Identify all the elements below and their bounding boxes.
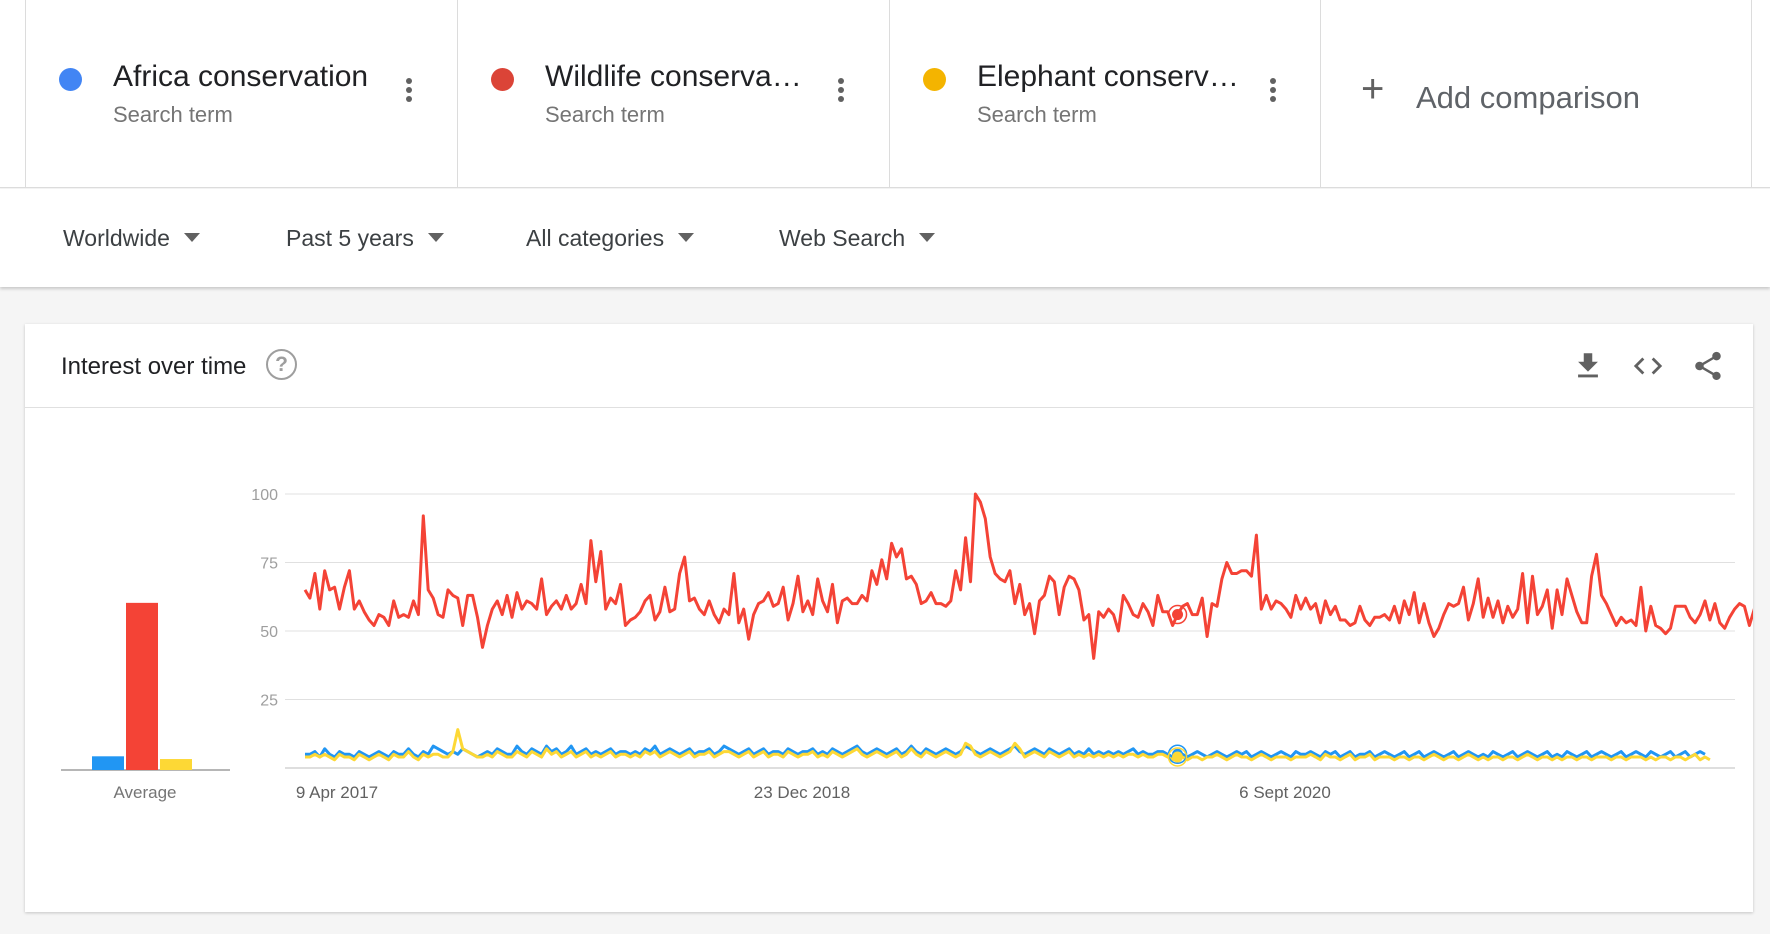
comparison-term-2[interactable]: Wildlife conservati… Search term bbox=[457, 0, 889, 188]
series-color-dot bbox=[491, 68, 514, 91]
dropdown-arrow-icon bbox=[183, 233, 200, 243]
series-color-dot bbox=[923, 68, 946, 91]
series-line bbox=[305, 744, 1706, 759]
embed-code-icon[interactable] bbox=[1631, 349, 1665, 383]
term-type: Search term bbox=[113, 102, 233, 127]
more-vert-icon[interactable] bbox=[833, 78, 849, 108]
region-dropdown[interactable]: Worldwide bbox=[63, 225, 200, 252]
y-tick-label: 100 bbox=[251, 487, 278, 504]
term-label: Wildlife conservati… bbox=[545, 60, 810, 93]
category-dropdown[interactable]: All categories bbox=[526, 225, 695, 252]
average-label: Average bbox=[113, 783, 176, 802]
dropdown-arrow-icon bbox=[427, 233, 444, 243]
x-tick-label: 9 Apr 2017 bbox=[296, 783, 378, 802]
more-vert-icon[interactable] bbox=[1265, 78, 1281, 108]
time-range-dropdown[interactable]: Past 5 years bbox=[286, 225, 444, 252]
term-type: Search term bbox=[545, 102, 665, 127]
region-label: Worldwide bbox=[63, 225, 170, 251]
filter-bar: Worldwide Past 5 years All categories We… bbox=[0, 189, 1770, 287]
x-tick-label: 6 Sept 2020 bbox=[1239, 783, 1331, 802]
add-comparison-button[interactable]: + Add comparison bbox=[1320, 0, 1752, 188]
dropdown-arrow-icon bbox=[678, 233, 695, 243]
plus-icon: + bbox=[1361, 67, 1385, 111]
chart-area: 100 75 50 25 9 Apr 2017 23 Dec 2018 6 Sept 202… bbox=[25, 409, 1770, 912]
x-tick-label: 23 Dec 2018 bbox=[754, 783, 850, 802]
help-circle-icon[interactable]: ? bbox=[266, 349, 297, 380]
search-type-dropdown[interactable]: Web Search bbox=[779, 225, 936, 252]
average-bar bbox=[126, 602, 158, 770]
card-title: Interest over time bbox=[61, 353, 247, 380]
comparison-bar: Africa conservation Search term Wildlife… bbox=[0, 0, 1770, 188]
y-tick-label: 25 bbox=[260, 693, 278, 710]
series-color-dot bbox=[59, 68, 82, 91]
time-range-label: Past 5 years bbox=[286, 225, 414, 251]
download-icon[interactable] bbox=[1571, 349, 1605, 383]
hover-marker-ring bbox=[1167, 604, 1188, 625]
term-type: Search term bbox=[977, 102, 1097, 127]
interest-over-time-card: Interest over time ? 100 75 50 25 9 Apr 2017… bbox=[25, 324, 1770, 912]
add-comparison-label: Add comparison bbox=[1416, 80, 1641, 115]
series-line bbox=[305, 728, 1711, 762]
share-icon[interactable] bbox=[1691, 349, 1725, 383]
hover-marker bbox=[1172, 609, 1184, 621]
y-tick-label: 75 bbox=[260, 556, 278, 573]
interest-chart[interactable]: 100 75 50 25 9 Apr 2017 23 Dec 2018 6 Sept 202… bbox=[25, 409, 1770, 912]
comparison-term-3[interactable]: Elephant conserva… Search term bbox=[889, 0, 1320, 188]
comparison-term-1[interactable]: Africa conservation Search term bbox=[25, 0, 457, 188]
term-label: Africa conservation bbox=[113, 60, 369, 93]
series-line bbox=[303, 492, 1770, 660]
average-bar bbox=[92, 756, 124, 770]
category-label: All categories bbox=[526, 225, 665, 251]
average-bar bbox=[160, 759, 192, 770]
term-label: Elephant conserva… bbox=[977, 60, 1242, 93]
more-vert-icon[interactable] bbox=[401, 78, 417, 108]
search-type-label: Web Search bbox=[779, 225, 906, 251]
dropdown-arrow-icon bbox=[919, 233, 936, 243]
y-tick-label: 50 bbox=[260, 624, 278, 641]
hover-marker-ring bbox=[1167, 747, 1188, 767]
card-header: Interest over time ? bbox=[25, 324, 1753, 408]
hover-marker bbox=[1172, 751, 1184, 763]
